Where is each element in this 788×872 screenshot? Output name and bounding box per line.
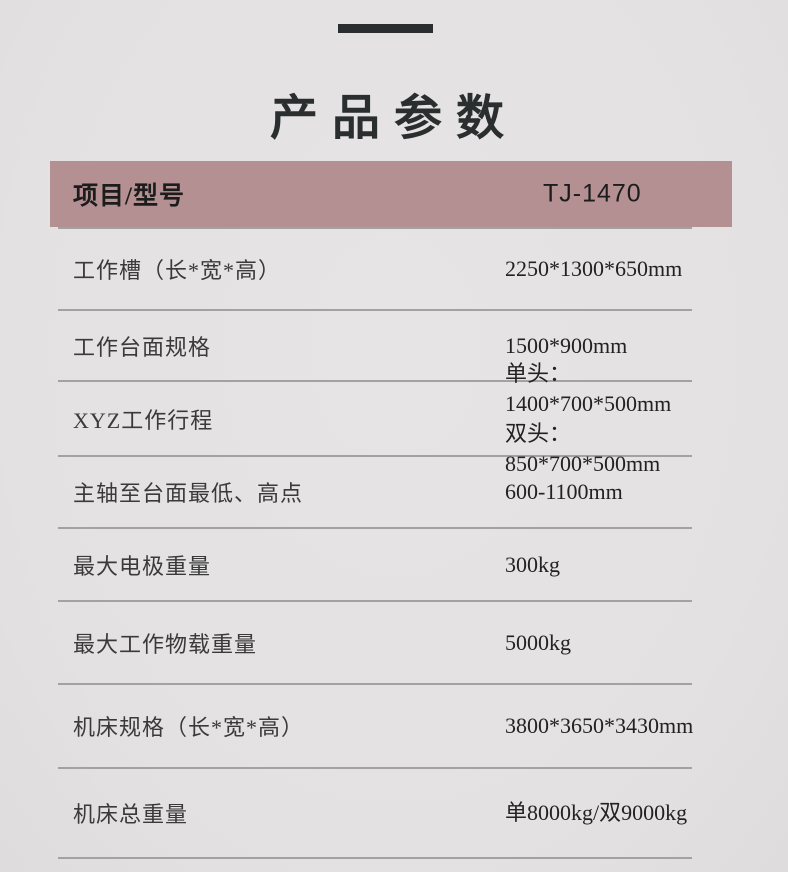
spec-table-rows: 工作槽（长*宽*高） 2250*1300*650mm 工作台面规格 1500*9…	[58, 227, 694, 859]
spec-table: 项目/型号 TJ-1470 工作槽（长*宽*高） 2250*1300*650mm…	[50, 161, 732, 859]
spec-label: 机床总重量	[73, 802, 189, 827]
spec-value: 单头：1400*700*500mm 双头：850*700*500mm	[505, 360, 672, 476]
spec-value: 3800*3650*3430mm	[505, 713, 694, 738]
spec-value: 2250*1300*650mm	[505, 256, 683, 281]
spec-table-header: 项目/型号 TJ-1470	[50, 161, 732, 227]
spec-label: 主轴至台面最低、高点	[73, 481, 304, 506]
spec-value: 600-1100mm	[505, 479, 623, 504]
table-row: 最大电极重量 300kg	[58, 529, 692, 602]
table-row: 最大工作物载重量 5000kg	[58, 602, 692, 685]
spec-label: XYZ工作行程	[73, 407, 214, 433]
spec-label: 工作槽（长*宽*高）	[73, 258, 282, 283]
title-accent-bar	[338, 24, 433, 33]
table-row: 机床总重量 单8000kg/双9000kg	[58, 769, 692, 859]
table-row: 工作台面规格 1500*900mm	[58, 311, 692, 382]
table-row: XYZ工作行程 单头：1400*700*500mm 双头：850*700*500…	[58, 361, 692, 476]
page-title: 产品参数	[269, 92, 518, 145]
header-model-value: TJ-1470	[543, 179, 642, 208]
spec-label: 最大电极重量	[73, 553, 212, 579]
spec-label: 工作台面规格	[73, 334, 212, 360]
table-row: 主轴至台面最低、高点 600-1100mm	[58, 457, 692, 529]
header-item-model-label: 项目/型号	[73, 183, 185, 210]
table-row: 机床规格（长*宽*高） 3800*3650*3430mm	[58, 685, 694, 769]
spec-value: 5000kg	[505, 629, 571, 655]
spec-label: 最大工作物载重量	[73, 631, 258, 657]
spec-value: 300kg	[505, 551, 560, 577]
table-row: 工作槽（长*宽*高） 2250*1300*650mm	[58, 229, 692, 311]
spec-value: 1500*900mm	[505, 332, 628, 358]
spec-label: 机床规格（长*宽*高）	[73, 715, 305, 740]
spec-value: 单8000kg/双9000kg	[505, 800, 688, 825]
